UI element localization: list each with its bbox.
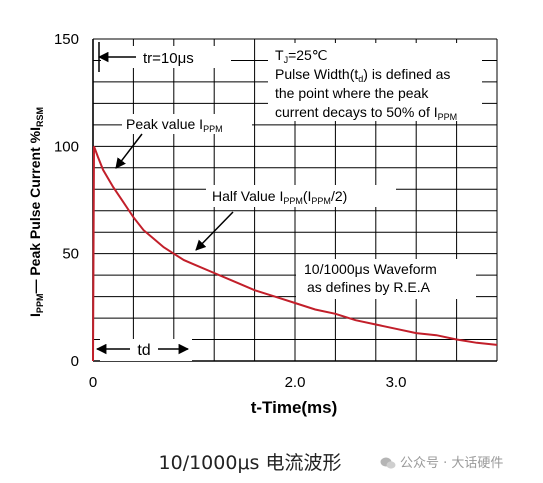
waveform-note-bg [296,259,476,299]
note-tj: TJ=25℃ [275,47,328,65]
td-label-bg [100,339,192,361]
x-axis-label: t-Time(ms) [251,398,338,417]
y-tick-label: 50 [62,246,79,263]
half-label-bg [206,185,396,207]
half-label: Half Value IPPM(IPPM/2) [212,188,347,206]
figure-caption: 10/1000μs 电流波形 [158,452,342,474]
waveform-curve [92,145,498,362]
y-tick-label: 0 [71,353,79,370]
x-tick-label: 3.0 [386,374,407,391]
tr-label: tr=10μs [143,50,194,67]
waveform-series [92,145,498,362]
y-tick-label: 100 [54,138,79,155]
half-arrow [195,211,234,251]
y-axis-label: IPPM— Peak Pulse Current %IRSM [27,107,45,317]
y-tick-label: 150 [54,31,79,48]
peak-label: Peak value IPPM [126,116,223,134]
tick-labels: 0 50 100 150 0 2.0 3.0 [54,31,406,391]
note-line4: current decays to 50% of IPPM [275,104,457,122]
x-tick-label: 0 [89,374,97,391]
waveform-note-line: 10/1000μs Waveform [304,261,437,277]
note-bg [268,43,482,121]
watermark-text: 公众号 · 大话硬件 [400,456,504,471]
note-line3: the point where the peak [275,85,429,101]
note-pulse-width: Pulse Width(td) is defined as [275,66,450,84]
waveform-note-line: as defines by R.E.A [307,279,431,295]
peak-label-bg [122,114,252,134]
td-label: td [137,342,150,359]
tr-label-bg [101,46,231,68]
x-tick-label: 2.0 [285,374,306,391]
peak-arrow [115,133,143,169]
watermark: 公众号 · 大话硬件 [380,452,503,471]
wechat-logo-icon [380,457,396,469]
